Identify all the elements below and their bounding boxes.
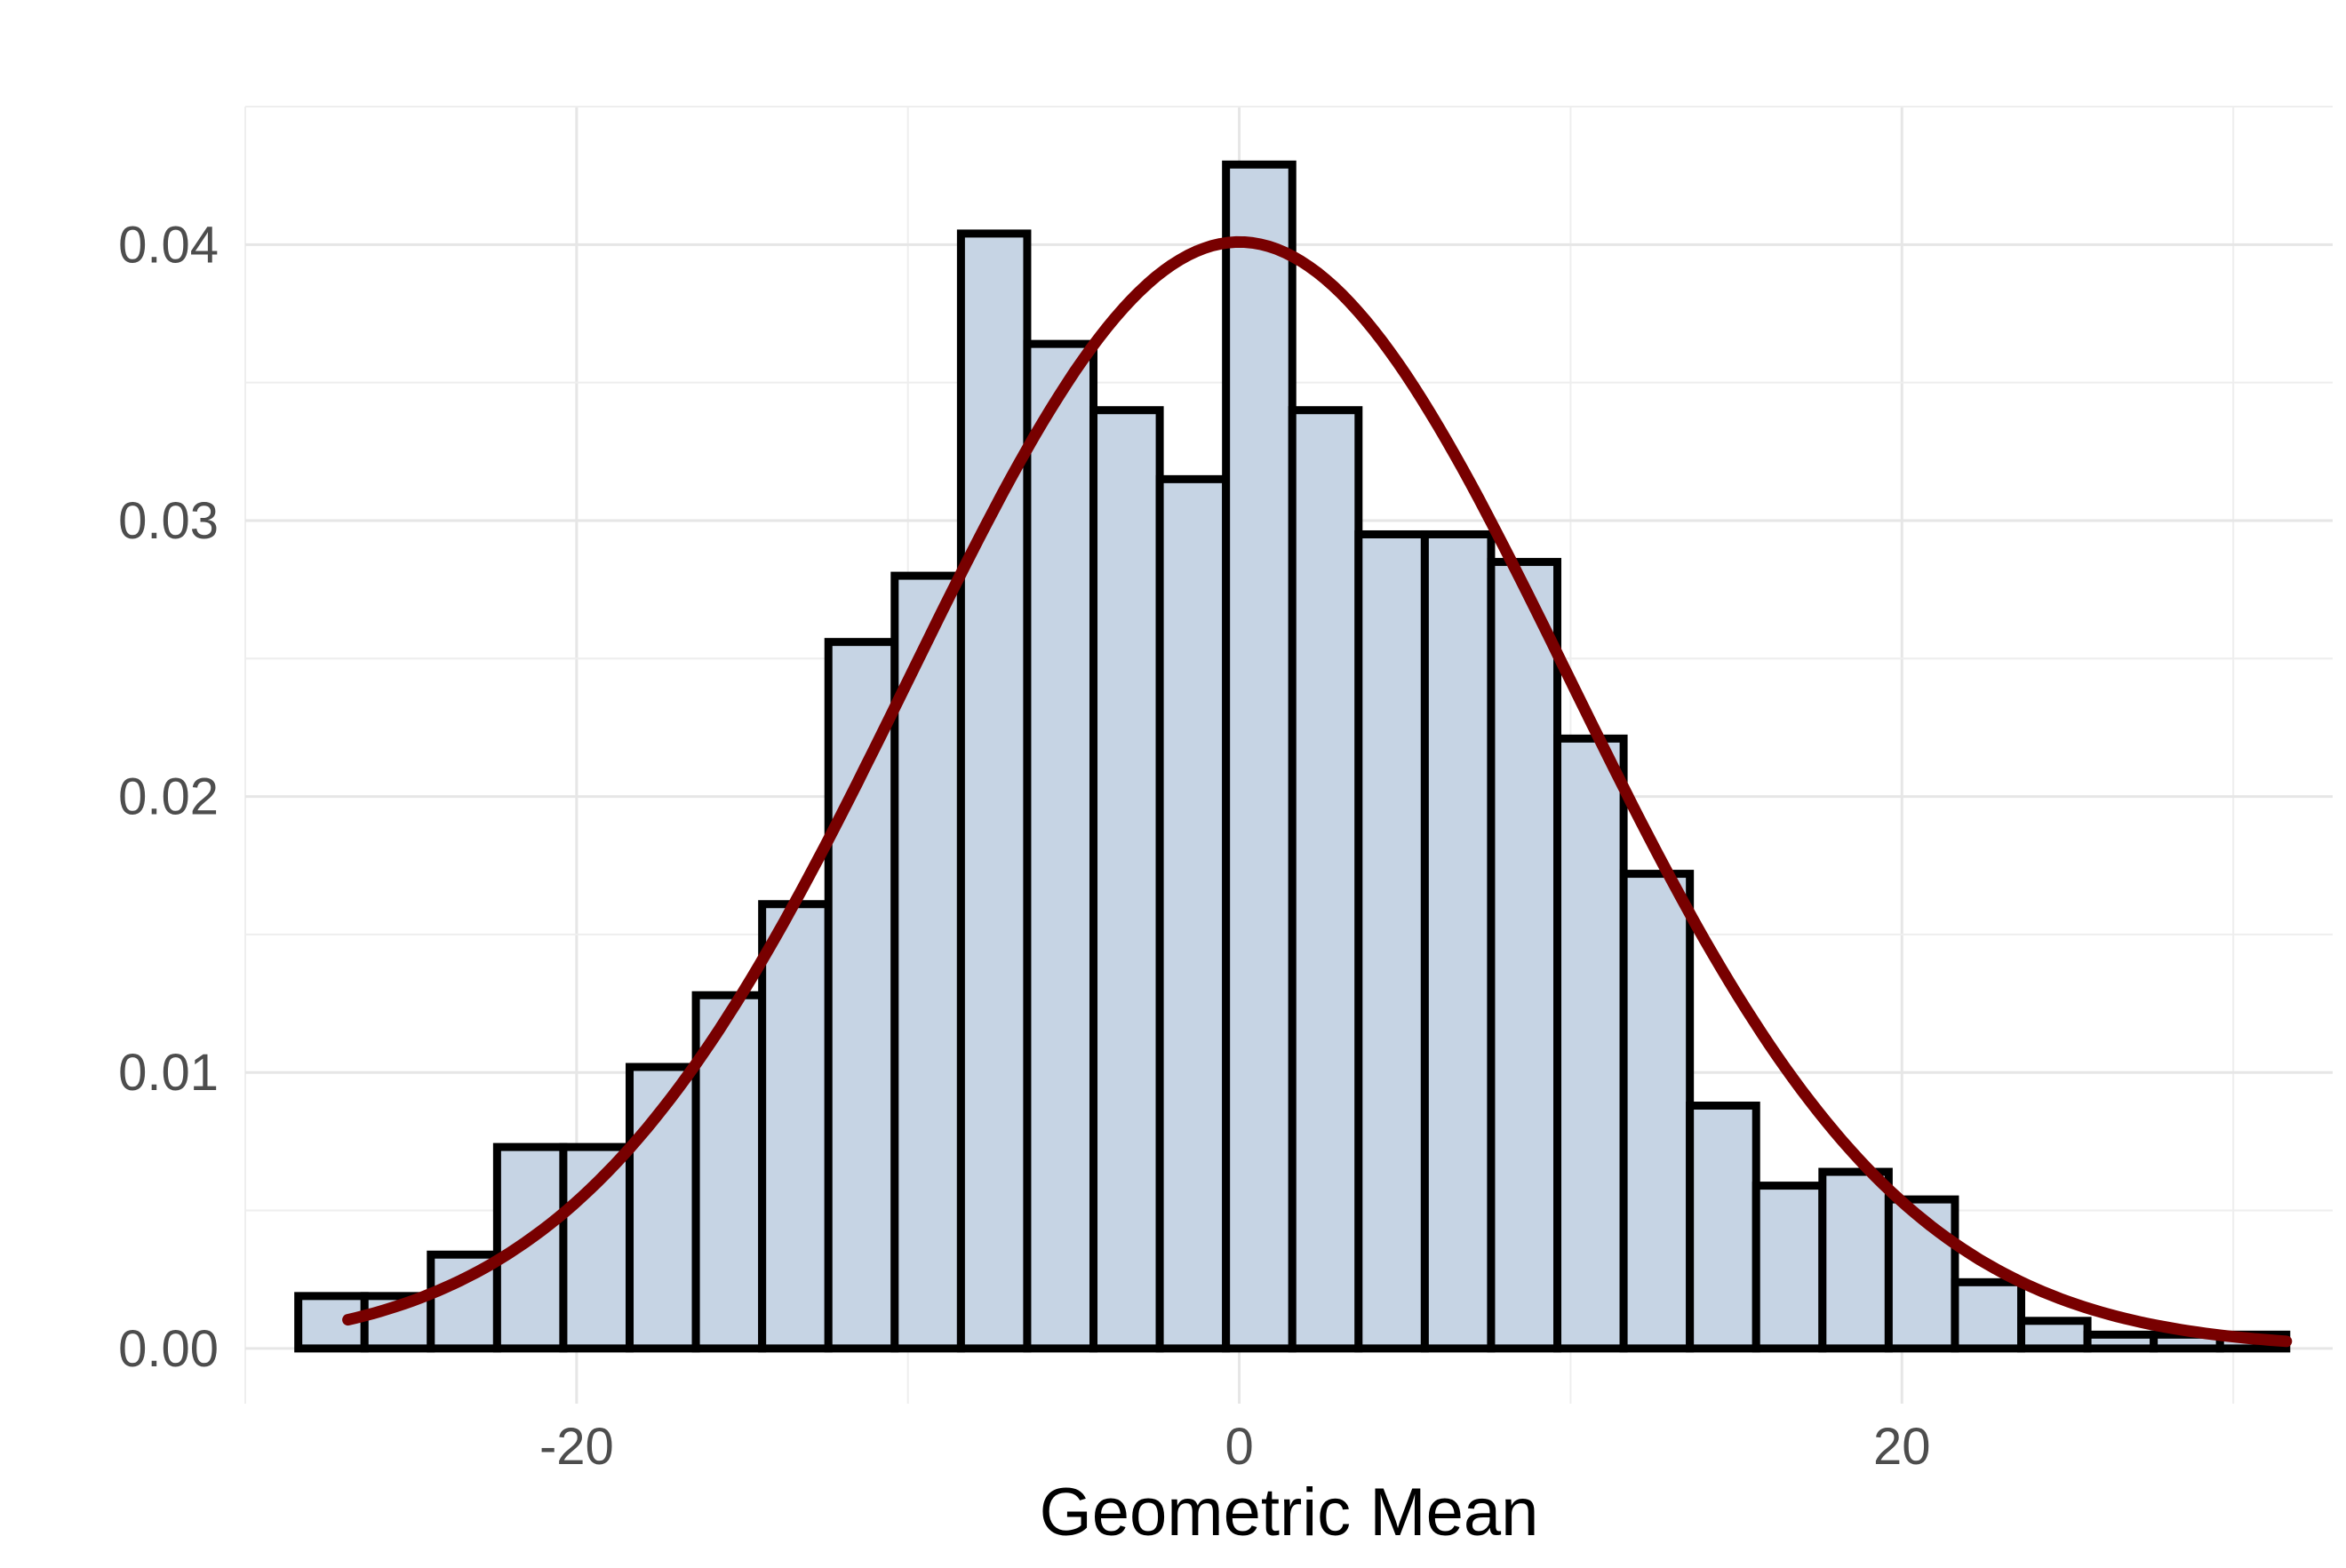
histogram-bar	[1951, 1277, 2026, 1353]
histogram-bar	[1818, 1167, 1893, 1353]
histogram-bar	[824, 638, 899, 1353]
y-tick-label: 0.04	[118, 216, 219, 274]
histogram-bar	[1288, 406, 1363, 1353]
histogram-bar	[956, 229, 1032, 1353]
y-tick-label: 0.03	[118, 492, 219, 550]
y-tick-label: 0.01	[118, 1044, 219, 1102]
histogram-bar	[1420, 529, 1496, 1353]
histogram-bars	[294, 160, 2291, 1353]
histogram-bar	[758, 900, 833, 1353]
histogram-bar	[1155, 474, 1231, 1353]
y-tick-label: 0.02	[118, 768, 219, 826]
x-tick-label: -20	[539, 1418, 614, 1476]
histogram-bar	[1089, 406, 1164, 1353]
histogram-bar	[890, 571, 965, 1353]
histogram-bar	[1023, 339, 1098, 1353]
x-axis-tick-labels: -20 0 20	[539, 1418, 1931, 1476]
y-axis-tick-labels: 0.00 0.01 0.02 0.03 0.04	[118, 216, 219, 1378]
histogram-bar	[1752, 1182, 1827, 1353]
histogram-bar	[1553, 734, 1628, 1353]
normal-density-curve	[342, 235, 2293, 1348]
histogram-bar	[1354, 529, 1429, 1353]
x-axis-title: Geometric Mean	[1040, 1475, 1539, 1550]
histogram-bar	[1686, 1102, 1760, 1353]
histogram-bar	[1487, 558, 1562, 1353]
y-tick-label: 0.00	[118, 1320, 219, 1378]
histogram-bar	[2083, 1330, 2158, 1353]
x-tick-label: 0	[1225, 1418, 1253, 1476]
histogram-bar	[2017, 1317, 2092, 1353]
histogram-bar	[1619, 870, 1695, 1353]
x-tick-label: 20	[1873, 1418, 1931, 1476]
histogram-bar	[1222, 160, 1297, 1353]
